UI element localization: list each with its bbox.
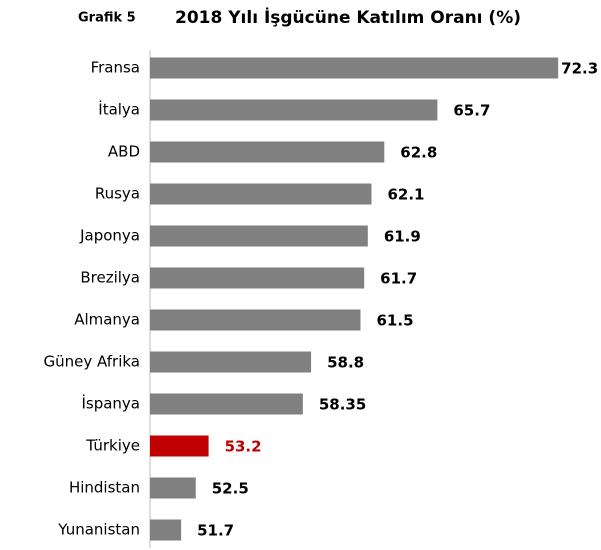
bar: [150, 225, 368, 247]
category-label: Rusya: [95, 185, 140, 203]
category-label: ABD: [108, 143, 140, 161]
value-label: 58.35: [319, 396, 366, 414]
category-label: İtalya: [98, 100, 140, 119]
value-label: 72.3: [561, 60, 598, 78]
category-label: Güney Afrika: [44, 353, 140, 371]
category-label: Hindistan: [69, 479, 140, 497]
category-label: Yunanistan: [57, 521, 140, 539]
value-label: 52.5: [212, 480, 249, 498]
chart-label: Grafik 5: [78, 11, 136, 26]
category-label: Türkiye: [85, 437, 140, 455]
bar: [150, 519, 182, 541]
bar: [150, 183, 372, 205]
category-label: İspanya: [81, 394, 140, 413]
bar: [150, 393, 303, 415]
bar: [150, 267, 365, 289]
value-label: 62.1: [387, 186, 424, 204]
bar: [150, 477, 196, 499]
value-label: 61.7: [380, 270, 417, 288]
bar: [150, 57, 559, 79]
bar: [150, 435, 209, 457]
bar: [150, 141, 385, 163]
value-label: 65.7: [453, 102, 490, 120]
category-label: Brezilya: [80, 269, 140, 287]
value-label: 58.8: [327, 354, 364, 372]
chart-title: 2018 Yılı İşgücüne Katılım Oranı (%): [175, 6, 521, 28]
category-label: Fransa: [91, 59, 140, 77]
value-label: 53.2: [225, 438, 262, 456]
category-label: Japonya: [79, 227, 140, 245]
category-label: Almanya: [74, 311, 140, 329]
bar: [150, 309, 361, 331]
bar: [150, 99, 438, 121]
value-label: 62.8: [400, 144, 437, 162]
value-label: 51.7: [197, 522, 234, 540]
value-label: 61.9: [384, 228, 421, 246]
value-label: 61.5: [377, 312, 414, 330]
bar: [150, 351, 312, 373]
